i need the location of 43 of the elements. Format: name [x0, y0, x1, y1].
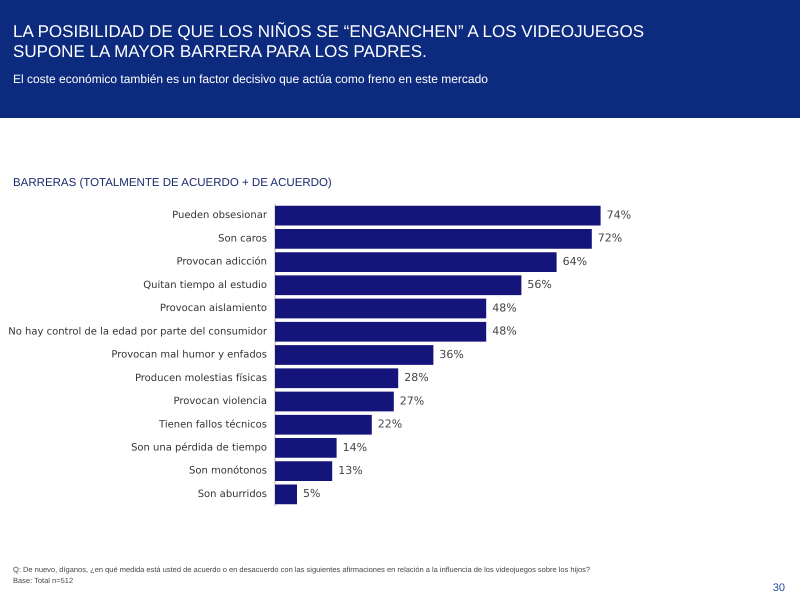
chart-subtitle: El coste económico también es un factor decisivo que actúa como freno en este mercado — [13, 72, 489, 86]
bar — [275, 322, 486, 342]
data-label: 48% — [492, 324, 517, 338]
y-tick-label: Pueden obsesionar — [172, 210, 268, 222]
data-label: 56% — [527, 278, 552, 292]
bar — [275, 484, 297, 504]
y-tick-label: Provocan aislamiento — [160, 303, 267, 314]
data-label: 72% — [598, 232, 622, 245]
y-tick-label: Quitan tiempo al estudio — [143, 280, 267, 291]
bar — [275, 438, 337, 458]
y-tick-label: Provocan violencia — [173, 396, 267, 408]
bar — [275, 206, 601, 226]
y-tick-label: Son una pérdida de tiempo — [131, 442, 267, 454]
bar — [275, 368, 398, 388]
data-label: 27% — [400, 394, 424, 408]
y-tick-label: Son monótonos — [188, 466, 267, 477]
y-tick-label: Provocan adicción — [176, 256, 267, 268]
data-label: 13% — [338, 464, 363, 478]
data-label: 14% — [342, 440, 368, 454]
bar — [275, 275, 522, 296]
y-tick-label: Son aburridos — [198, 488, 267, 500]
y-tick-label: Producen molestias físicas — [134, 372, 267, 384]
data-label: 64% — [562, 254, 588, 268]
bar — [275, 461, 332, 482]
y-tick-label: Son caros — [218, 233, 267, 244]
data-label: 74% — [606, 208, 632, 222]
bar — [275, 345, 434, 365]
y-tick-label: Provocan mal humor y enfados — [111, 350, 267, 361]
bar — [275, 252, 557, 272]
bar — [275, 414, 372, 435]
bar — [275, 228, 592, 249]
text: BARRERAS (TOTALMENTE DE ACUERDO + DE ACUERDO) — [13, 177, 332, 189]
y-tick-label: Tienen fallos técnicos — [158, 419, 267, 430]
y-tick-label: No hay control de la edad por parte del consumidor — [8, 326, 268, 338]
data-label: 36% — [439, 348, 464, 361]
data-label: 22% — [378, 418, 402, 431]
data-label: 48% — [492, 301, 517, 314]
chart-title: LA POSIBILIDAD DE QUE LOS NIÑOS SE “ENGANCHEN” A LOS VIDEOJUEGOS SUPONE LA MAYOR BARRERA PARA LOS PADRES. — [13, 22, 646, 62]
data-label: 5% — [303, 487, 320, 500]
data-label: 28% — [404, 371, 429, 384]
bar — [275, 392, 394, 412]
text: 30 — [772, 582, 785, 594]
bar — [275, 298, 486, 318]
